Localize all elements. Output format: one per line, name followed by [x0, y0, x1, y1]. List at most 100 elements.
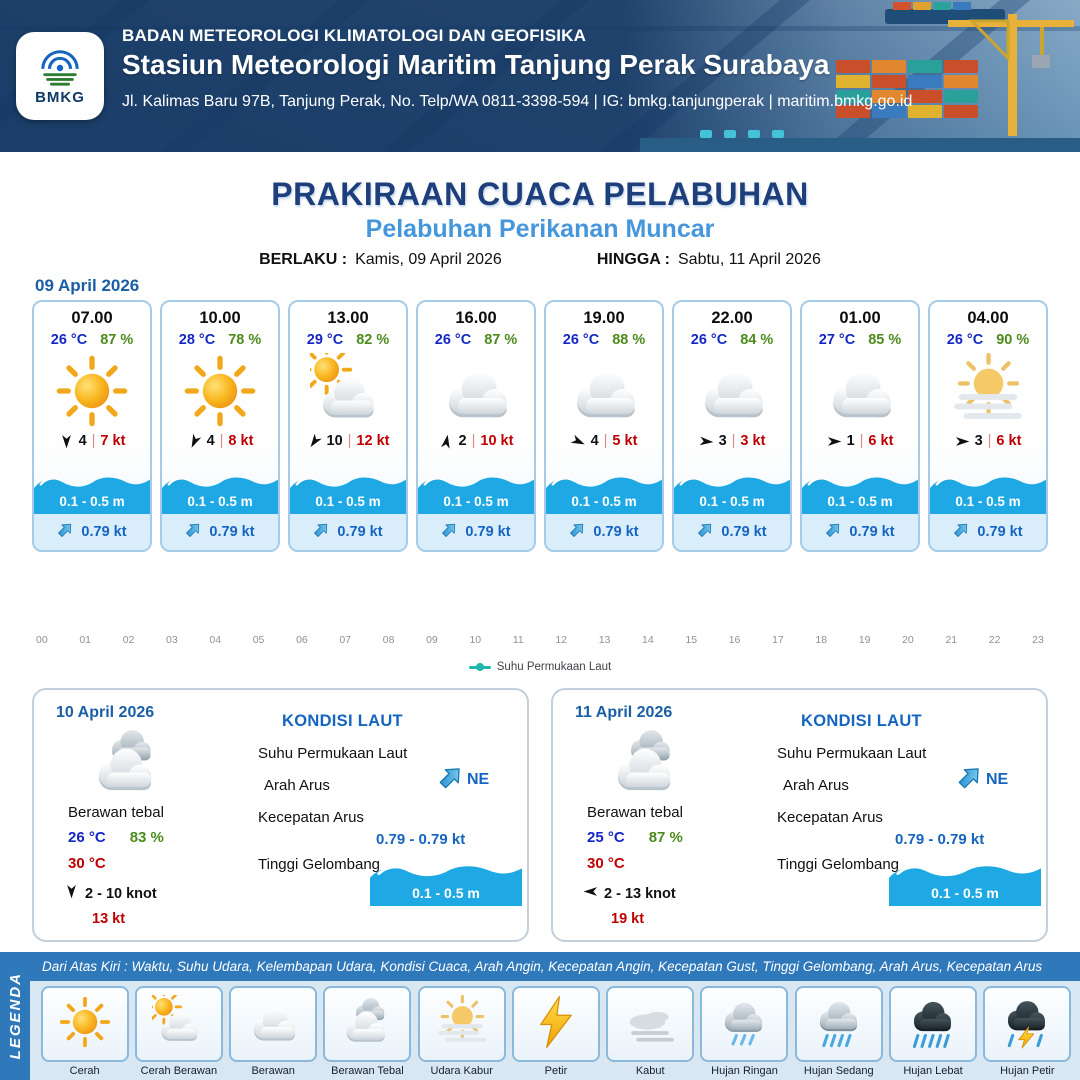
gust-value: 19 kt [611, 911, 645, 927]
legend-icon-box [40, 986, 129, 1062]
wind-row: 2 | 10 kt [439, 433, 513, 449]
wind-row: 3 | 3 kt [699, 433, 765, 449]
legend-item-label: Udara Kabur [430, 1065, 493, 1077]
current-row: 0.79 kt [290, 514, 406, 550]
current-speed-value: 0.79 kt [593, 524, 639, 540]
current-direction-text: NE [467, 770, 490, 788]
weather-icon [950, 349, 1026, 433]
legend-item-label: Berawan [251, 1065, 295, 1077]
wave-height-badge: 0.1 - 0.5 m [546, 470, 662, 514]
humidity-value: 83 % [129, 829, 164, 846]
temp-humidity-row: 28 °C 78 % [179, 332, 262, 348]
wave-height-badge: 0.1 - 0.5 m [802, 470, 918, 514]
temp-humidity-row: 26 °C 83 % [68, 829, 164, 846]
wind-row: 4 | 5 kt [570, 433, 637, 449]
current-speed-value: 0.79 kt [81, 524, 127, 540]
hour-tick-label: 01 [79, 634, 92, 646]
legend-icon-box [134, 986, 223, 1062]
forecast-time: 01.00 [839, 309, 881, 327]
wave-height-value: 0.1 - 0.5 m [412, 885, 480, 901]
legend-icon-box [889, 986, 978, 1062]
wind-range-value: 2 - 13 knot [604, 885, 676, 902]
wave-height-value: 0.1 - 0.5 m [187, 494, 253, 509]
wave-height-badge: 0.1 - 0.5 m [418, 470, 534, 514]
current-direction-label: Arah Arus [264, 777, 330, 794]
wave-height-label: Tinggi Gelombang [777, 856, 900, 873]
forecast-card: 16.00 26 °C 87 % 2 | 10 kt 0.1 - 0.5 m 0.79… [416, 300, 536, 552]
wind-separator: | [471, 433, 476, 449]
forecast-time: 10.00 [199, 309, 241, 327]
current-direction-text: NE [986, 770, 1009, 788]
gust-value: 7 kt [100, 433, 126, 449]
wave-height-value: 0.1 - 0.5 m [443, 494, 509, 509]
wind-separator: | [987, 433, 992, 449]
wave-height-value: 0.1 - 0.5 m [955, 494, 1021, 509]
legend-icon-box [511, 986, 600, 1062]
legend-item: Kabut [606, 986, 695, 1077]
wave-height-value: 0.1 - 0.5 m [59, 494, 125, 509]
current-row: 0.79 kt [546, 514, 662, 550]
hujan-petir-icon [1000, 995, 1054, 1054]
legend-item-label: Petir [544, 1065, 568, 1077]
forecast-card-row: 07.00 26 °C 87 % 4 | 7 kt 0.1 - 0.5 m 0.79 … [32, 300, 1048, 552]
sea-conditions-title: KONDISI LAUT [282, 712, 403, 730]
current-direction-icon [957, 764, 983, 795]
humidity-value: 87 % [648, 829, 683, 846]
legenda-vertical-label: LEGENDA [0, 952, 30, 1080]
wave-height-badge: 0.1 - 0.5 m [889, 858, 1041, 906]
condition-label: Berawan tebal [68, 804, 164, 821]
berlaku-label: BERLAKU : [259, 251, 348, 268]
hour-tick-label: 18 [815, 634, 828, 646]
temperature-value: 26 °C [434, 332, 472, 348]
legend-item: Hujan Sedang [794, 986, 883, 1077]
legend-item: Berawan [229, 986, 318, 1077]
current-direction-icon [313, 521, 330, 543]
legend-item-label: Hujan Ringan [711, 1065, 778, 1077]
hour-tick-label: 23 [1032, 634, 1044, 646]
cerah-icon [58, 995, 112, 1054]
wind-direction-icon [955, 434, 970, 449]
gust-value: 12 kt [356, 433, 390, 449]
legend-icon-box [229, 986, 318, 1062]
hour-tick-label: 16 [728, 634, 741, 646]
gust-value: 6 kt [868, 433, 894, 449]
hujan-ringan-icon [717, 995, 771, 1054]
legend-item: Hujan Ringan [700, 986, 789, 1077]
hour-tick-label: 22 [988, 634, 1001, 646]
wind-direction-icon [439, 434, 454, 449]
bmkg-logo-mark [41, 50, 79, 86]
weather-icon [438, 349, 514, 433]
current-row: 0.79 kt [418, 514, 534, 550]
agency-name: BADAN METEOROLOGI KLIMATOLOGI DAN GEOFIS… [122, 26, 587, 45]
temperature-value: 28 °C [178, 332, 216, 348]
petir-icon [529, 995, 583, 1054]
condition-label: Berawan tebal [587, 804, 683, 821]
current-speed-label: Kecepatan Arus [258, 809, 364, 826]
header-banner: BMKG BADAN METEOROLOGI KLIMATOLOGI DAN G… [0, 0, 1080, 152]
gust-value: 6 kt [996, 433, 1022, 449]
temperature-value: 25 °C [587, 829, 625, 846]
wind-direction-icon [59, 434, 74, 449]
station-address: Jl. Kalimas Baru 97B, Tanjung Perak, No.… [122, 93, 913, 110]
forecast-card: 19.00 26 °C 88 % 4 | 5 kt 0.1 - 0.5 m 0.79 … [544, 300, 664, 552]
weather-icon [694, 349, 770, 433]
legend-icon-box [983, 986, 1072, 1062]
forecast-card: 10.00 28 °C 78 % 4 | 8 kt 0.1 - 0.5 m 0.79 … [160, 300, 280, 552]
wave-height-value: 0.1 - 0.5 m [931, 885, 999, 901]
sea-surface-temp-label: Suhu Permukaan Laut [777, 745, 927, 762]
wind-separator: | [603, 433, 608, 449]
wind-separator: | [347, 433, 352, 449]
current-direction-icon [57, 521, 74, 543]
hour-tick-label: 15 [685, 634, 698, 646]
wind-direction-icon [64, 884, 79, 903]
berlaku-value: Kamis, 09 April 2026 [355, 251, 502, 268]
wind-row: 4 | 8 kt [187, 433, 253, 449]
wind-speed-value: 4 [590, 433, 599, 449]
wind-direction-icon [583, 884, 598, 903]
chart-legend: Suhu Permukaan Laut [0, 661, 1080, 673]
legend-icon-box [323, 986, 412, 1062]
sst-series-label: Suhu Permukaan Laut [496, 661, 612, 673]
forecast-time: 19.00 [583, 309, 625, 327]
hour-tick-label: 09 [426, 634, 438, 646]
